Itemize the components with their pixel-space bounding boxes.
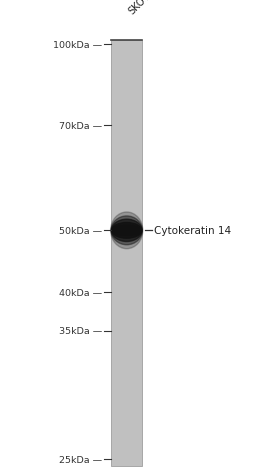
Text: 70kDa —: 70kDa — xyxy=(59,122,102,130)
Text: 50kDa —: 50kDa — xyxy=(59,227,102,235)
Ellipse shape xyxy=(112,226,141,236)
Ellipse shape xyxy=(111,220,142,242)
Ellipse shape xyxy=(111,212,143,249)
Text: 40kDa —: 40kDa — xyxy=(59,288,102,297)
Ellipse shape xyxy=(111,217,142,245)
Text: SKOV3: SKOV3 xyxy=(127,0,157,17)
Bar xyxy=(111,40,142,466)
Text: 100kDa —: 100kDa — xyxy=(53,41,102,50)
Text: 35kDa —: 35kDa — xyxy=(59,327,102,335)
Text: 25kDa —: 25kDa — xyxy=(59,455,102,464)
Text: Cytokeratin 14: Cytokeratin 14 xyxy=(154,226,231,236)
Ellipse shape xyxy=(112,223,142,239)
